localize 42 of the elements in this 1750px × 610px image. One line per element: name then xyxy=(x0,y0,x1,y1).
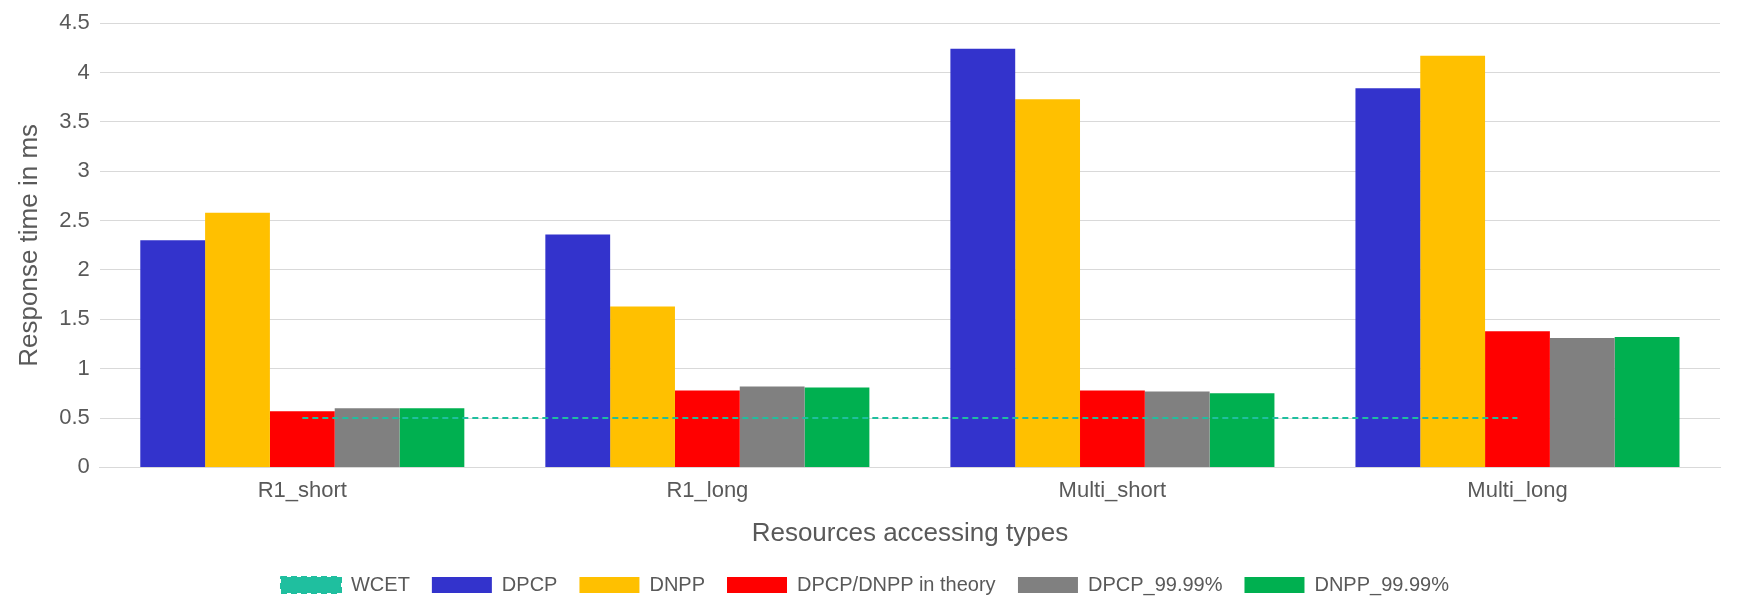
bar xyxy=(804,387,870,467)
bar xyxy=(1015,99,1081,467)
y-tick-label: 1.5 xyxy=(59,305,90,331)
y-tick-label: 4.5 xyxy=(59,9,90,35)
y-tick-label: 0 xyxy=(77,453,90,479)
bar xyxy=(1209,393,1275,467)
bar xyxy=(140,240,206,467)
bar xyxy=(205,212,270,467)
bar xyxy=(950,48,1016,467)
y-tick-label: 2 xyxy=(77,256,90,282)
bar xyxy=(1144,391,1210,467)
bar xyxy=(610,306,675,467)
legend-label: DPCP_99.99% xyxy=(1087,572,1223,596)
x-tick-label: R1_short xyxy=(257,476,347,502)
legend-label: DNPP_99.99% xyxy=(1314,572,1450,596)
bar xyxy=(399,408,465,467)
y-tick-label: 3.5 xyxy=(59,107,90,133)
y-axis-title: Response time in ms xyxy=(12,123,43,367)
bar xyxy=(1485,331,1550,467)
y-tick-label: 2.5 xyxy=(59,206,90,232)
y-tick-label: 4 xyxy=(77,58,90,84)
bar xyxy=(545,234,611,467)
y-tick-label: 1 xyxy=(77,354,90,380)
bar xyxy=(1614,337,1680,467)
bar xyxy=(334,408,400,467)
x-tick-label: Multi_long xyxy=(1467,476,1568,502)
bar xyxy=(1355,88,1421,467)
x-tick-label: Multi_short xyxy=(1058,476,1167,502)
legend-label: WCET xyxy=(351,572,410,595)
bar xyxy=(674,390,740,467)
y-tick-label: 0.5 xyxy=(59,404,90,430)
bar xyxy=(269,411,335,467)
bar xyxy=(1420,55,1486,467)
legend-label: DPCP xyxy=(501,572,558,595)
legend-label: DNPP xyxy=(649,572,706,595)
bar xyxy=(1549,338,1615,467)
legend-label: DPCP/DNPP in theory xyxy=(797,572,996,595)
bar xyxy=(739,386,805,467)
y-tick-label: 3 xyxy=(77,157,90,183)
bar xyxy=(1080,390,1145,467)
x-tick-label: R1_long xyxy=(666,476,749,502)
x-axis-title: Resources accessing types xyxy=(751,516,1069,547)
